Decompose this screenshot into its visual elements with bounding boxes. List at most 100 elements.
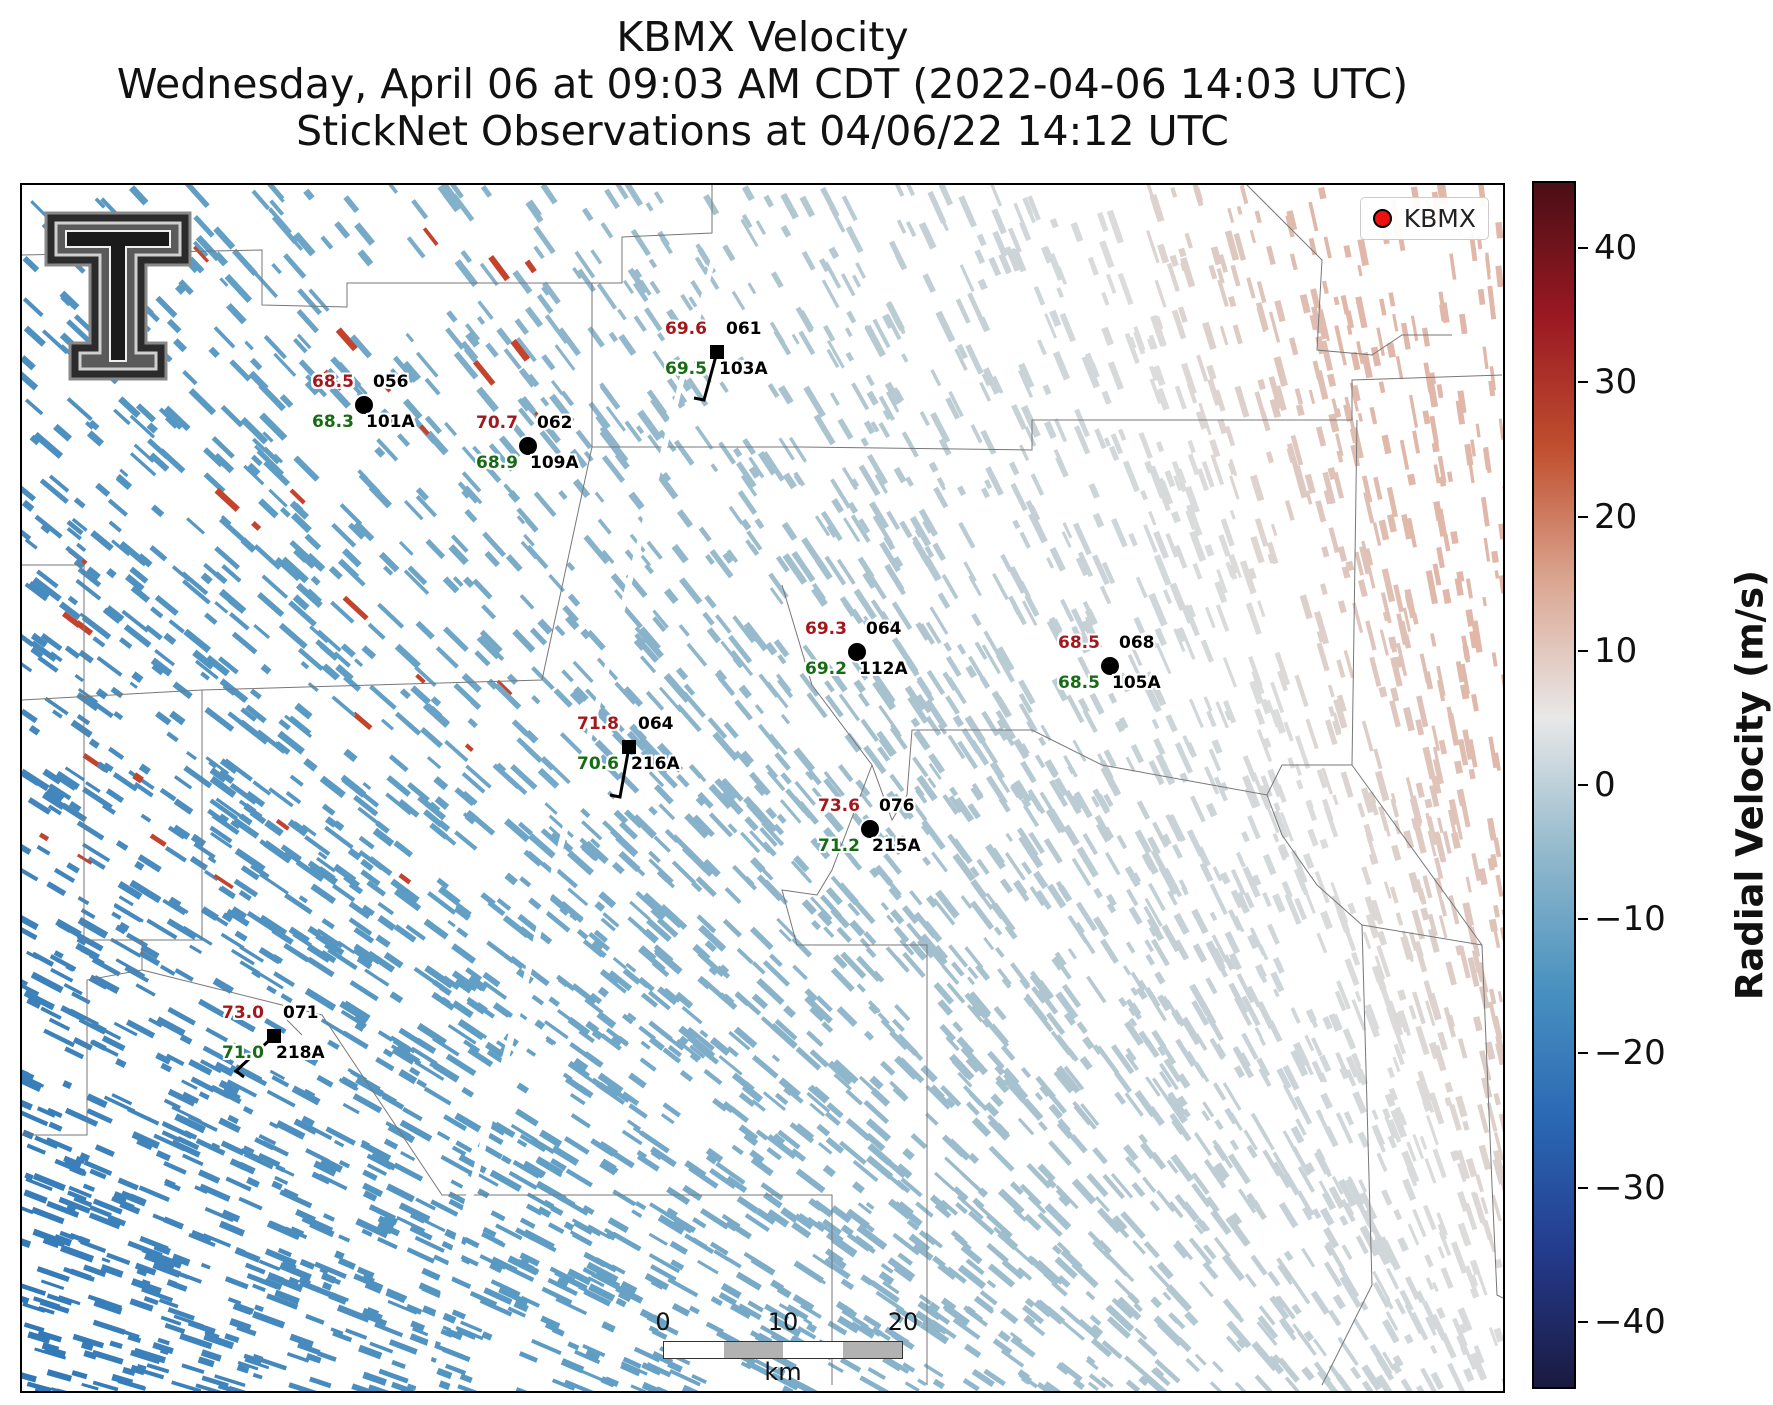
velocity-gate xyxy=(905,476,914,487)
velocity-gate xyxy=(367,1384,402,1391)
velocity-gate xyxy=(1436,546,1445,569)
velocity-gate xyxy=(1425,570,1439,605)
velocity-gate xyxy=(176,1136,200,1151)
velocity-gate xyxy=(133,443,155,463)
velocity-gate xyxy=(188,388,217,416)
velocity-gate xyxy=(460,250,473,264)
velocity-gate xyxy=(1038,1121,1048,1132)
velocity-gate xyxy=(1309,314,1317,331)
velocity-gate xyxy=(892,185,905,197)
velocity-gate xyxy=(1328,1309,1342,1327)
velocity-gate xyxy=(275,1164,286,1173)
velocity-gate xyxy=(1140,490,1148,501)
velocity-gate xyxy=(466,998,486,1015)
velocity-gate xyxy=(79,612,103,632)
velocity-gate xyxy=(1337,1336,1359,1367)
velocity-gate xyxy=(1213,776,1228,802)
velocity-gate xyxy=(1203,1159,1227,1189)
velocity-gate xyxy=(1465,1158,1478,1178)
velocity-gate xyxy=(821,279,840,309)
velocity-gate xyxy=(840,951,867,979)
velocity-gate xyxy=(770,1372,799,1391)
velocity-gate xyxy=(271,1075,290,1088)
velocity-gate xyxy=(1408,871,1421,893)
velocity-gate xyxy=(369,1341,394,1354)
velocity-gate xyxy=(437,886,461,906)
velocity-gate xyxy=(1457,1038,1468,1059)
velocity-gate xyxy=(22,982,40,996)
velocity-gate xyxy=(96,655,123,677)
station-marker[interactable] xyxy=(622,740,636,754)
velocity-gate xyxy=(639,1130,670,1154)
velocity-gate xyxy=(1276,1067,1292,1090)
velocity-gate xyxy=(1494,1258,1503,1269)
velocity-gate xyxy=(737,490,758,515)
radar-map[interactable]: KBMX 68.5 056 68.3 101A 70.7 062 68.9 109A 69.6 0… xyxy=(20,183,1505,1393)
velocity-gate xyxy=(947,676,967,705)
velocity-gate xyxy=(594,901,606,912)
velocity-gate xyxy=(288,600,317,627)
station-marker[interactable] xyxy=(267,1029,281,1043)
velocity-gate xyxy=(896,1163,913,1179)
velocity-gate xyxy=(612,956,627,970)
velocity-gate xyxy=(960,1244,983,1265)
velocity-gate xyxy=(1319,838,1329,850)
velocity-gate xyxy=(1277,1264,1293,1286)
velocity-gate xyxy=(1151,718,1160,730)
velocity-gate xyxy=(1430,1344,1438,1355)
velocity-gate xyxy=(278,622,308,649)
velocity-gate xyxy=(726,1175,748,1193)
velocity-gate xyxy=(1212,1165,1227,1183)
station-marker[interactable] xyxy=(710,345,724,359)
velocity-gate xyxy=(111,911,122,920)
velocity-gate xyxy=(772,1133,786,1145)
velocity-gate xyxy=(1056,1361,1071,1376)
velocity-gate xyxy=(663,588,679,604)
velocity-gate xyxy=(1018,369,1034,399)
velocity-gate xyxy=(297,647,324,672)
colorbar-tick-label: −40 xyxy=(1594,1301,1666,1342)
velocity-gate xyxy=(443,626,469,652)
velocity-gate xyxy=(1372,522,1382,546)
velocity-gate xyxy=(1433,1044,1447,1072)
velocity-gate xyxy=(543,1020,569,1040)
velocity-gate xyxy=(654,470,679,500)
velocity-gate xyxy=(460,1254,479,1267)
velocity-gate xyxy=(1472,1192,1487,1226)
velocity-gate xyxy=(1454,760,1464,774)
velocity-gate xyxy=(590,838,601,849)
velocity-gate xyxy=(863,1243,876,1254)
velocity-gate xyxy=(480,460,502,483)
velocity-gate xyxy=(1249,927,1265,954)
velocity-gate xyxy=(550,1158,567,1171)
velocity-gate xyxy=(1256,1001,1275,1030)
velocity-gate xyxy=(1457,738,1469,766)
velocity-gate xyxy=(1056,1241,1071,1256)
velocity-gate xyxy=(645,202,654,212)
velocity-gate xyxy=(782,472,798,490)
velocity-gate xyxy=(1386,1267,1400,1290)
velocity-gate xyxy=(1420,907,1430,921)
velocity-gate xyxy=(906,1219,920,1231)
velocity-gate xyxy=(983,630,1002,659)
velocity-gate xyxy=(976,233,987,247)
velocity-gate xyxy=(204,869,219,881)
velocity-gate xyxy=(1412,991,1426,1025)
velocity-gate xyxy=(689,1052,700,1063)
velocity-gate xyxy=(1184,1311,1199,1327)
velocity-gate xyxy=(117,880,143,900)
velocity-gate xyxy=(1290,1049,1309,1077)
velocity-gate xyxy=(1278,1201,1299,1229)
velocity-gate xyxy=(289,540,311,561)
velocity-gate xyxy=(1345,1055,1360,1078)
velocity-gate xyxy=(388,754,409,773)
velocity-gate xyxy=(773,329,792,356)
velocity-gate xyxy=(299,1279,332,1298)
velocity-gate xyxy=(414,1235,445,1253)
velocity-gate xyxy=(1199,1280,1214,1298)
velocity-gate xyxy=(271,1180,283,1191)
velocity-gate xyxy=(1168,813,1186,843)
velocity-gate xyxy=(148,1017,163,1028)
velocity-gate xyxy=(234,847,266,873)
velocity-gate xyxy=(900,1177,923,1198)
